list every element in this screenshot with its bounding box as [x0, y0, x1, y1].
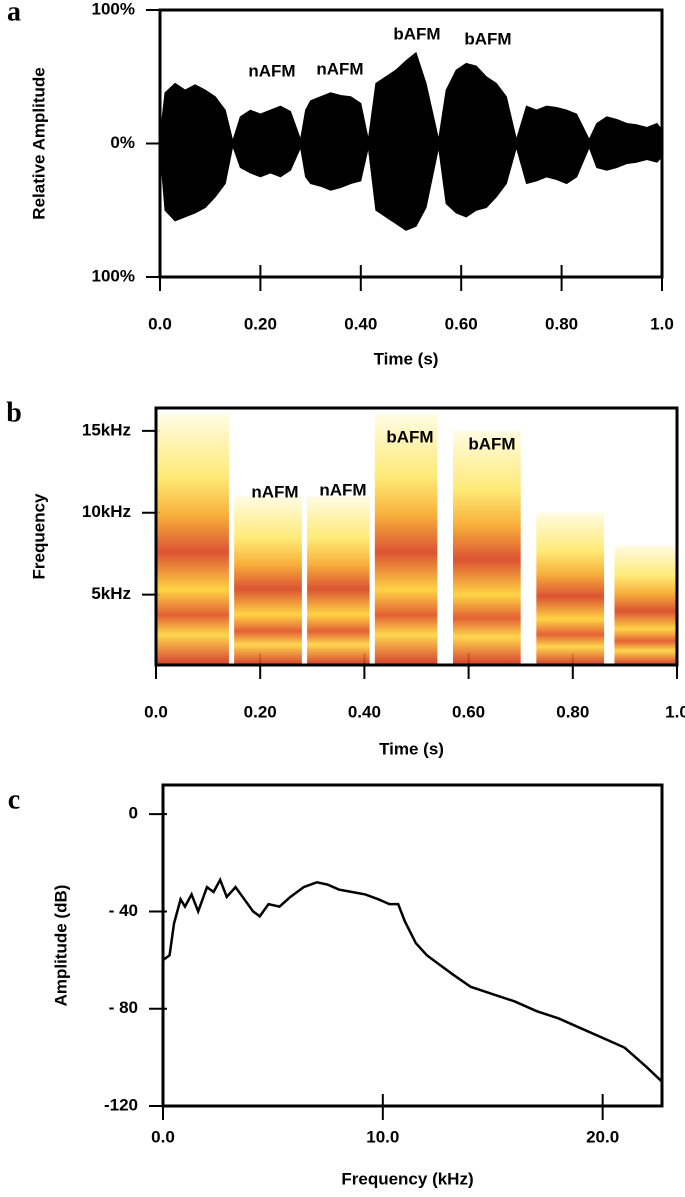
- x-tick-label: 0.80: [545, 314, 578, 333]
- syllable-spectrum: [452, 430, 521, 665]
- x-axis-label: Time (s): [379, 739, 444, 758]
- annotation: nAFM: [319, 480, 366, 499]
- y-tick-label: 100%: [92, 0, 135, 18]
- x-axis-label: Frequency (kHz): [341, 1169, 473, 1188]
- syllable-spectrum: [234, 496, 302, 665]
- annotation: bAFM: [386, 427, 433, 446]
- y-axis-label: Relative Amplitude: [29, 67, 48, 219]
- y-tick-label: - 40: [109, 901, 138, 920]
- x-tick-label: 0.80: [556, 702, 589, 721]
- annotation: nAFM: [248, 61, 295, 80]
- plot-frame: [154, 406, 679, 667]
- x-tick-label: 0.60: [452, 702, 485, 721]
- y-tick-label: 15kHz: [82, 420, 131, 439]
- syllable-spectrum: [614, 545, 677, 665]
- y-axis-label: Amplitude (dB): [51, 885, 70, 1007]
- x-tick-label: 0.40: [348, 702, 381, 721]
- syllable-spectrum: [307, 496, 370, 665]
- x-tick-label: 20.0: [586, 1127, 619, 1146]
- annotation: bAFM: [464, 29, 511, 48]
- panel-letter: b: [6, 397, 22, 428]
- y-tick-label: -120: [104, 1095, 138, 1114]
- waveform-area: [159, 51, 663, 144]
- x-tick-label: 1.0: [665, 702, 685, 721]
- syllable-spectrum: [374, 414, 438, 665]
- x-tick-label: 0.40: [344, 314, 377, 333]
- plot-frame: [158, 8, 664, 279]
- y-tick-label: 100%: [92, 266, 135, 285]
- y-tick-label: 0: [129, 804, 138, 823]
- x-tick-label: 0.0: [148, 314, 172, 333]
- y-tick-label: 0%: [110, 133, 135, 152]
- plot-frame: [161, 783, 664, 1108]
- syllable-spectrum: [156, 414, 229, 665]
- x-tick-label: 10.0: [366, 1127, 399, 1146]
- spectrum-line: [162, 876, 663, 1083]
- y-tick-label: - 80: [109, 998, 138, 1017]
- panel-letter: c: [8, 784, 20, 815]
- annotation: nAFM: [251, 482, 298, 501]
- x-tick-label: 0.0: [144, 702, 168, 721]
- syllable-spectrum: [536, 512, 605, 665]
- panel-letter: a: [7, 0, 21, 27]
- y-tick-label: 10kHz: [82, 502, 131, 521]
- x-axis-label: Time (s): [374, 349, 439, 368]
- annotation: nAFM: [316, 59, 363, 78]
- x-tick-label: 0.0: [151, 1127, 175, 1146]
- y-axis-label: Frequency: [29, 493, 48, 580]
- annotation: bAFM: [468, 434, 515, 453]
- x-tick-label: 0.60: [445, 314, 478, 333]
- waveform-area: [159, 143, 663, 231]
- x-tick-label: 1.0: [650, 314, 674, 333]
- annotation: bAFM: [393, 24, 440, 43]
- y-tick-label: 5kHz: [91, 584, 131, 603]
- x-tick-label: 0.20: [244, 314, 277, 333]
- x-tick-label: 0.20: [244, 702, 277, 721]
